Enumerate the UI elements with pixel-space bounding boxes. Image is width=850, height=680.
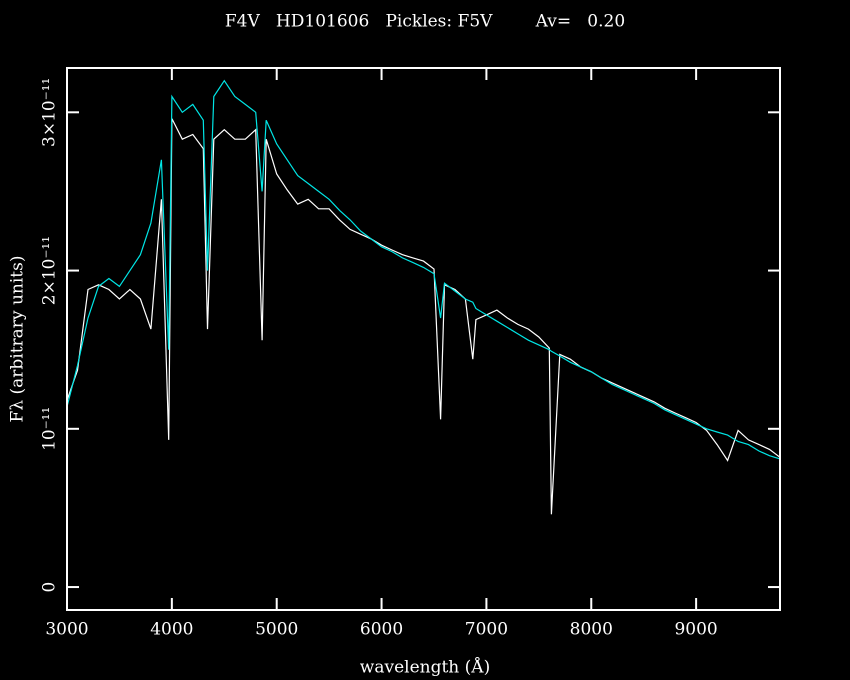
chart-title: F4V HD101606 Pickles: F5V Av= 0.20 [225, 12, 625, 32]
plot-frame [66, 67, 781, 611]
y-tick-label: 10⁻¹¹ [40, 407, 60, 451]
spectrum-line [66, 79, 781, 460]
x-tick-label: 5000 [255, 620, 298, 640]
x-axis-label: wavelength (Å) [360, 657, 490, 678]
y-tick-label: 3×10⁻¹¹ [40, 78, 60, 147]
spectrum-line [66, 118, 781, 515]
x-tick-label: 7000 [465, 620, 508, 640]
y-tick-label: 0 [40, 582, 60, 593]
x-tick-label: 8000 [570, 620, 613, 640]
x-tick-label: 9000 [674, 620, 717, 640]
y-tick-label: 2×10⁻¹¹ [40, 236, 60, 305]
x-tick-label: 3000 [45, 620, 88, 640]
x-tick-label: 6000 [360, 620, 403, 640]
x-tick-label: 4000 [150, 620, 193, 640]
y-axis-label: Fλ (arbitrary units) [8, 256, 28, 423]
